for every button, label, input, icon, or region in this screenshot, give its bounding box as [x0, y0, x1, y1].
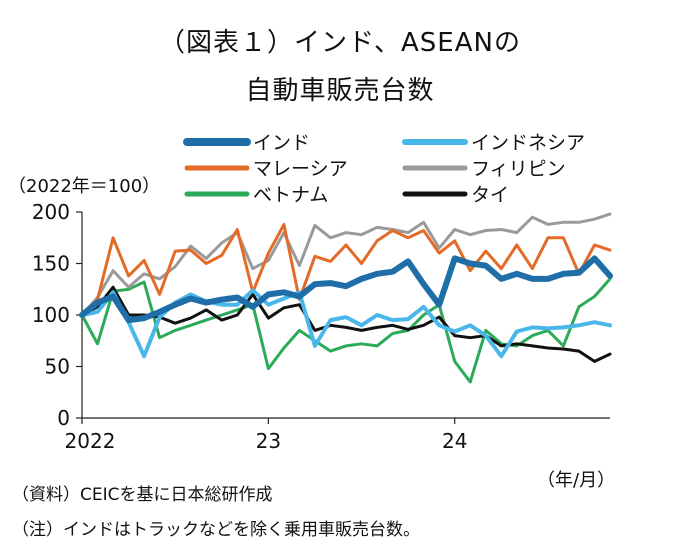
x-axis: 2022 23 24 [65, 417, 610, 453]
y-tick-label: 0 [57, 406, 70, 430]
chart-subtitle: 自動車販売台数 [245, 76, 435, 106]
chart-title: （図表１）インド、ASEANの [159, 28, 521, 58]
x-tick-label: 23 [256, 429, 281, 453]
series-line-0 [79, 255, 613, 324]
y-tick-label: 200 [32, 200, 70, 224]
y-axis: 0 50 100 150 200 [32, 200, 83, 430]
series-line-5 [80, 285, 612, 363]
legend-label-5: タイ [471, 184, 509, 206]
series-line-3 [80, 212, 612, 317]
plot-area [79, 212, 613, 384]
x-tick-label: 2022 [65, 429, 116, 453]
legend-label-3: フィリピン [471, 158, 566, 180]
x-tick-label: 24 [442, 429, 467, 453]
x-unit-label: （年/月） [537, 470, 616, 491]
y-tick-label: 150 [32, 252, 70, 276]
y-tick-label: 100 [32, 303, 70, 327]
series-line-4 [80, 277, 612, 384]
source-note: （資料）CEICを基に日本総研作成 [12, 485, 273, 505]
y-tick-label: 50 [45, 355, 70, 379]
legend-label-0: インド [253, 132, 310, 154]
series-line-2 [80, 222, 612, 317]
footnote: （注）インドはトラックなどを除く乗用車販売台数。 [12, 520, 420, 540]
y-unit-label: （2022年＝100） [8, 176, 161, 197]
legend-label-2: マレーシア [253, 158, 348, 180]
legend-label-4: ベトナム [253, 184, 328, 206]
legend-label-1: インドネシア [471, 132, 585, 154]
